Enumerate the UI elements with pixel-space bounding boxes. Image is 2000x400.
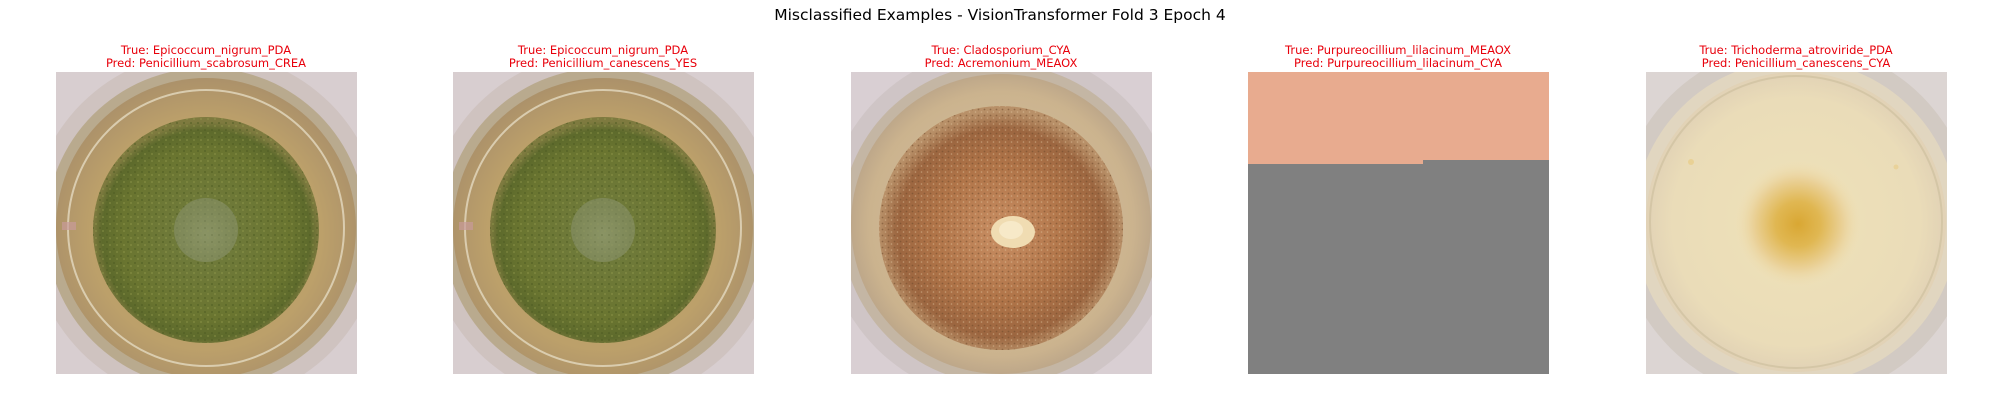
petri-dish-image [851,72,1152,374]
figure-title: Misclassified Examples - VisionTransform… [774,6,1226,24]
pred-label: Pred: Acremonium_MEAOX [924,56,1078,70]
true-label: True: Purpureocillium_lilacinum_MEAOX [1285,43,1511,57]
true-label: True: Epicoccum_nigrum_PDA [120,43,292,57]
salmon-gray-image [1248,72,1549,374]
true-label: True: Cladosporium_CYA [931,43,1071,57]
example-caption: True: Epicoccum_nigrum_PDA Pred: Penicil… [448,44,758,70]
example-caption: True: Cladosporium_CYA Pred: Acremonium_… [846,44,1156,70]
true-label: True: Trichoderma_atroviride_PDA [1699,43,1893,57]
pred-label: Pred: Penicillium_scabrosum_CREA [105,56,307,70]
petri-dish-image [56,72,357,374]
example-caption: True: Epicoccum_nigrum_PDA Pred: Penicil… [51,44,361,70]
pred-label: Pred: Penicillium_canescens_CYA [1701,56,1891,70]
true-label: True: Epicoccum_nigrum_PDA [517,43,689,57]
pred-label: Pred: Penicillium_canescens_YES [508,56,698,70]
example-caption: True: Trichoderma_atroviride_PDA Pred: P… [1641,44,1951,70]
pred-label: Pred: Purpureocillium_lilacinum_CYA [1294,56,1502,70]
petri-dish-image [453,72,754,374]
petri-dish-image [1646,72,1947,374]
example-caption: True: Purpureocillium_lilacinum_MEAOX Pr… [1243,44,1553,70]
